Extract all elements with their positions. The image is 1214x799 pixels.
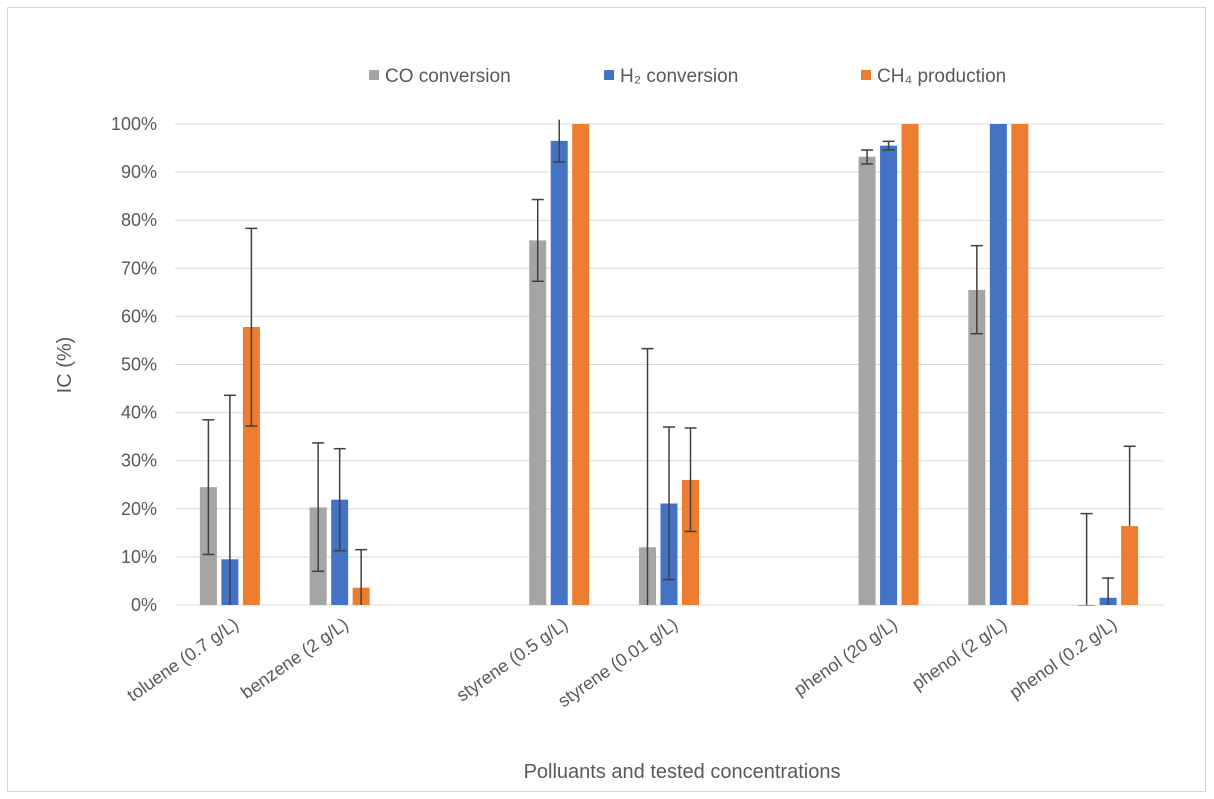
y-tick-label: 20% — [121, 499, 157, 519]
bar — [880, 145, 898, 605]
y-tick-label: 80% — [121, 210, 157, 230]
legend-swatch — [369, 70, 379, 80]
y-tick-label: 30% — [121, 451, 157, 471]
y-tick-label: 70% — [121, 258, 157, 278]
x-tick-label: phenol (2 g/L) — [908, 614, 1010, 694]
bar — [858, 156, 876, 605]
bar — [1121, 526, 1139, 605]
y-tick-label: 100% — [111, 114, 157, 134]
legend-swatch — [861, 70, 871, 80]
bar — [989, 124, 1007, 605]
x-tick-label: styrene (0.01 g/L) — [554, 614, 681, 711]
x-tick-label: benzene (2 g/L) — [237, 614, 352, 703]
legend-label: H₂ conversion — [620, 66, 738, 87]
bar — [572, 124, 590, 605]
y-axis-title: IC (%) — [54, 337, 76, 394]
bar — [242, 326, 260, 605]
legend-label: CO conversion — [385, 66, 511, 87]
legend-label: CH₄ production — [877, 66, 1006, 87]
y-tick-label: 0% — [131, 595, 157, 615]
y-tick-label: 50% — [121, 355, 157, 375]
bar — [331, 499, 349, 605]
y-tick-label: 60% — [121, 306, 157, 326]
legend-swatch — [604, 70, 614, 80]
bar — [1011, 124, 1029, 605]
bar — [1078, 605, 1096, 606]
x-axis-title: Polluants and tested concentrations — [524, 761, 841, 783]
error-bars — [202, 119, 1136, 605]
bar — [682, 479, 699, 605]
y-tick-label: 10% — [121, 547, 157, 567]
x-tick-label: styrene (0.5 g/L) — [453, 614, 572, 706]
bars — [199, 124, 1139, 606]
bar — [550, 140, 568, 605]
y-tick-label: 40% — [121, 403, 157, 423]
x-axis-ticks: toluene (0.7 g/L)benzene (2 g/L) styrene … — [123, 614, 1120, 711]
x-tick-label: toluene (0.7 g/L) — [123, 614, 242, 706]
x-tick-label: phenol (0.2 g/L) — [1006, 614, 1121, 703]
x-tick-label: phenol (20 g/L) — [790, 614, 901, 700]
legend: CO conversion H₂ conversion CH₄ production — [369, 66, 1006, 87]
y-axis-ticks: 0% 10% 20% 30% 40% 50% 60% 70% 80% 90% 100% — [111, 114, 157, 615]
bar — [529, 240, 547, 606]
y-tick-label: 90% — [121, 162, 157, 182]
bar — [901, 124, 919, 605]
bar — [968, 289, 986, 605]
